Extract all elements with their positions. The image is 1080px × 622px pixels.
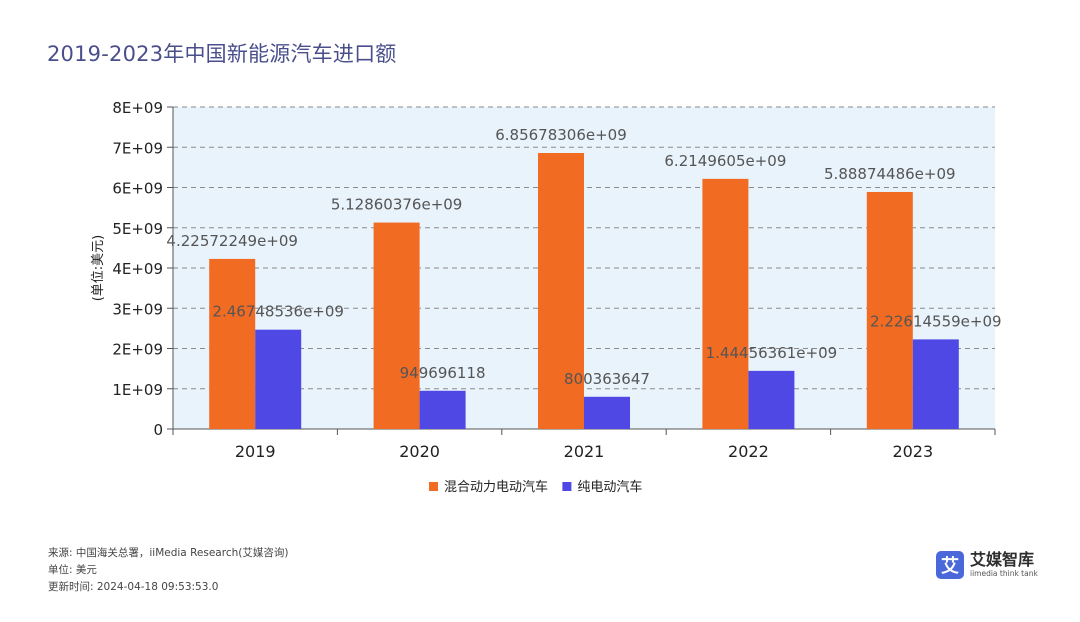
y-axis-label: (单位:美元) bbox=[91, 235, 106, 302]
bar-ev bbox=[584, 396, 630, 429]
bar-ev bbox=[255, 329, 302, 429]
y-tick-label: 5E+09 bbox=[112, 220, 163, 238]
bar-hybrid bbox=[209, 258, 256, 429]
legend-swatch bbox=[429, 482, 438, 491]
x-tick-label: 2023 bbox=[892, 442, 933, 461]
data-label: 949696118 bbox=[400, 364, 486, 382]
x-tick-label: 2022 bbox=[728, 442, 769, 461]
footer: 来源: 中国海关总署，iiMedia Research(艾媒咨询) 单位: 美元… bbox=[48, 545, 288, 596]
bar-ev bbox=[419, 390, 466, 429]
data-label: 2.22614559e+09 bbox=[870, 312, 1002, 330]
data-label: 5.88874486e+09 bbox=[824, 165, 956, 183]
footer-source: 来源: 中国海关总署，iiMedia Research(艾媒咨询) bbox=[48, 547, 289, 559]
bar-hybrid bbox=[373, 222, 420, 429]
footer-updated: 更新时间: 2024-04-18 09:53:53.0 bbox=[48, 581, 219, 593]
legend-swatch bbox=[562, 482, 572, 491]
data-label: 5.12860376e+09 bbox=[331, 196, 463, 214]
bar-ev bbox=[912, 339, 959, 429]
y-tick-label: 6E+09 bbox=[112, 180, 163, 198]
y-tick-label: 7E+09 bbox=[112, 139, 163, 157]
data-label: 800363647 bbox=[564, 370, 650, 388]
y-tick-label: 3E+09 bbox=[112, 300, 163, 318]
data-label: 1.44456361e+09 bbox=[706, 344, 838, 362]
data-label: 4.22572249e+09 bbox=[166, 232, 298, 250]
bar-hybrid bbox=[702, 178, 749, 429]
brand: 艾 艾媒智库 iimedia think tank bbox=[936, 551, 1038, 579]
data-label: 2.46748536e+09 bbox=[212, 303, 344, 321]
bar-hybrid bbox=[538, 153, 584, 430]
x-tick-label: 2019 bbox=[235, 442, 276, 461]
data-label: 6.85678306e+09 bbox=[495, 126, 627, 144]
x-tick-label: 2021 bbox=[564, 442, 605, 461]
y-tick-label: 1E+09 bbox=[112, 381, 163, 399]
y-tick-label: 8E+09 bbox=[112, 99, 163, 117]
footer-unit: 单位: 美元 bbox=[48, 564, 97, 576]
brand-logo-icon: 艾 bbox=[936, 551, 964, 579]
page-title: 2019-2023年中国新能源汽车进口额 bbox=[47, 42, 397, 66]
y-tick-label: 2E+09 bbox=[112, 341, 163, 359]
y-tick-label: 0 bbox=[153, 421, 163, 439]
bar-hybrid bbox=[866, 191, 913, 429]
bar-ev bbox=[748, 370, 795, 429]
legend-label: 纯电动汽车 bbox=[577, 479, 642, 495]
x-tick-label: 2020 bbox=[399, 442, 440, 461]
brand-name: 艾媒智库 bbox=[970, 550, 1035, 569]
legend-label: 混合动力电动汽车 bbox=[444, 479, 548, 495]
brand-subtitle: iimedia think tank bbox=[970, 569, 1038, 578]
y-tick-label: 4E+09 bbox=[112, 260, 163, 278]
data-label: 6.2149605e+09 bbox=[664, 152, 786, 170]
